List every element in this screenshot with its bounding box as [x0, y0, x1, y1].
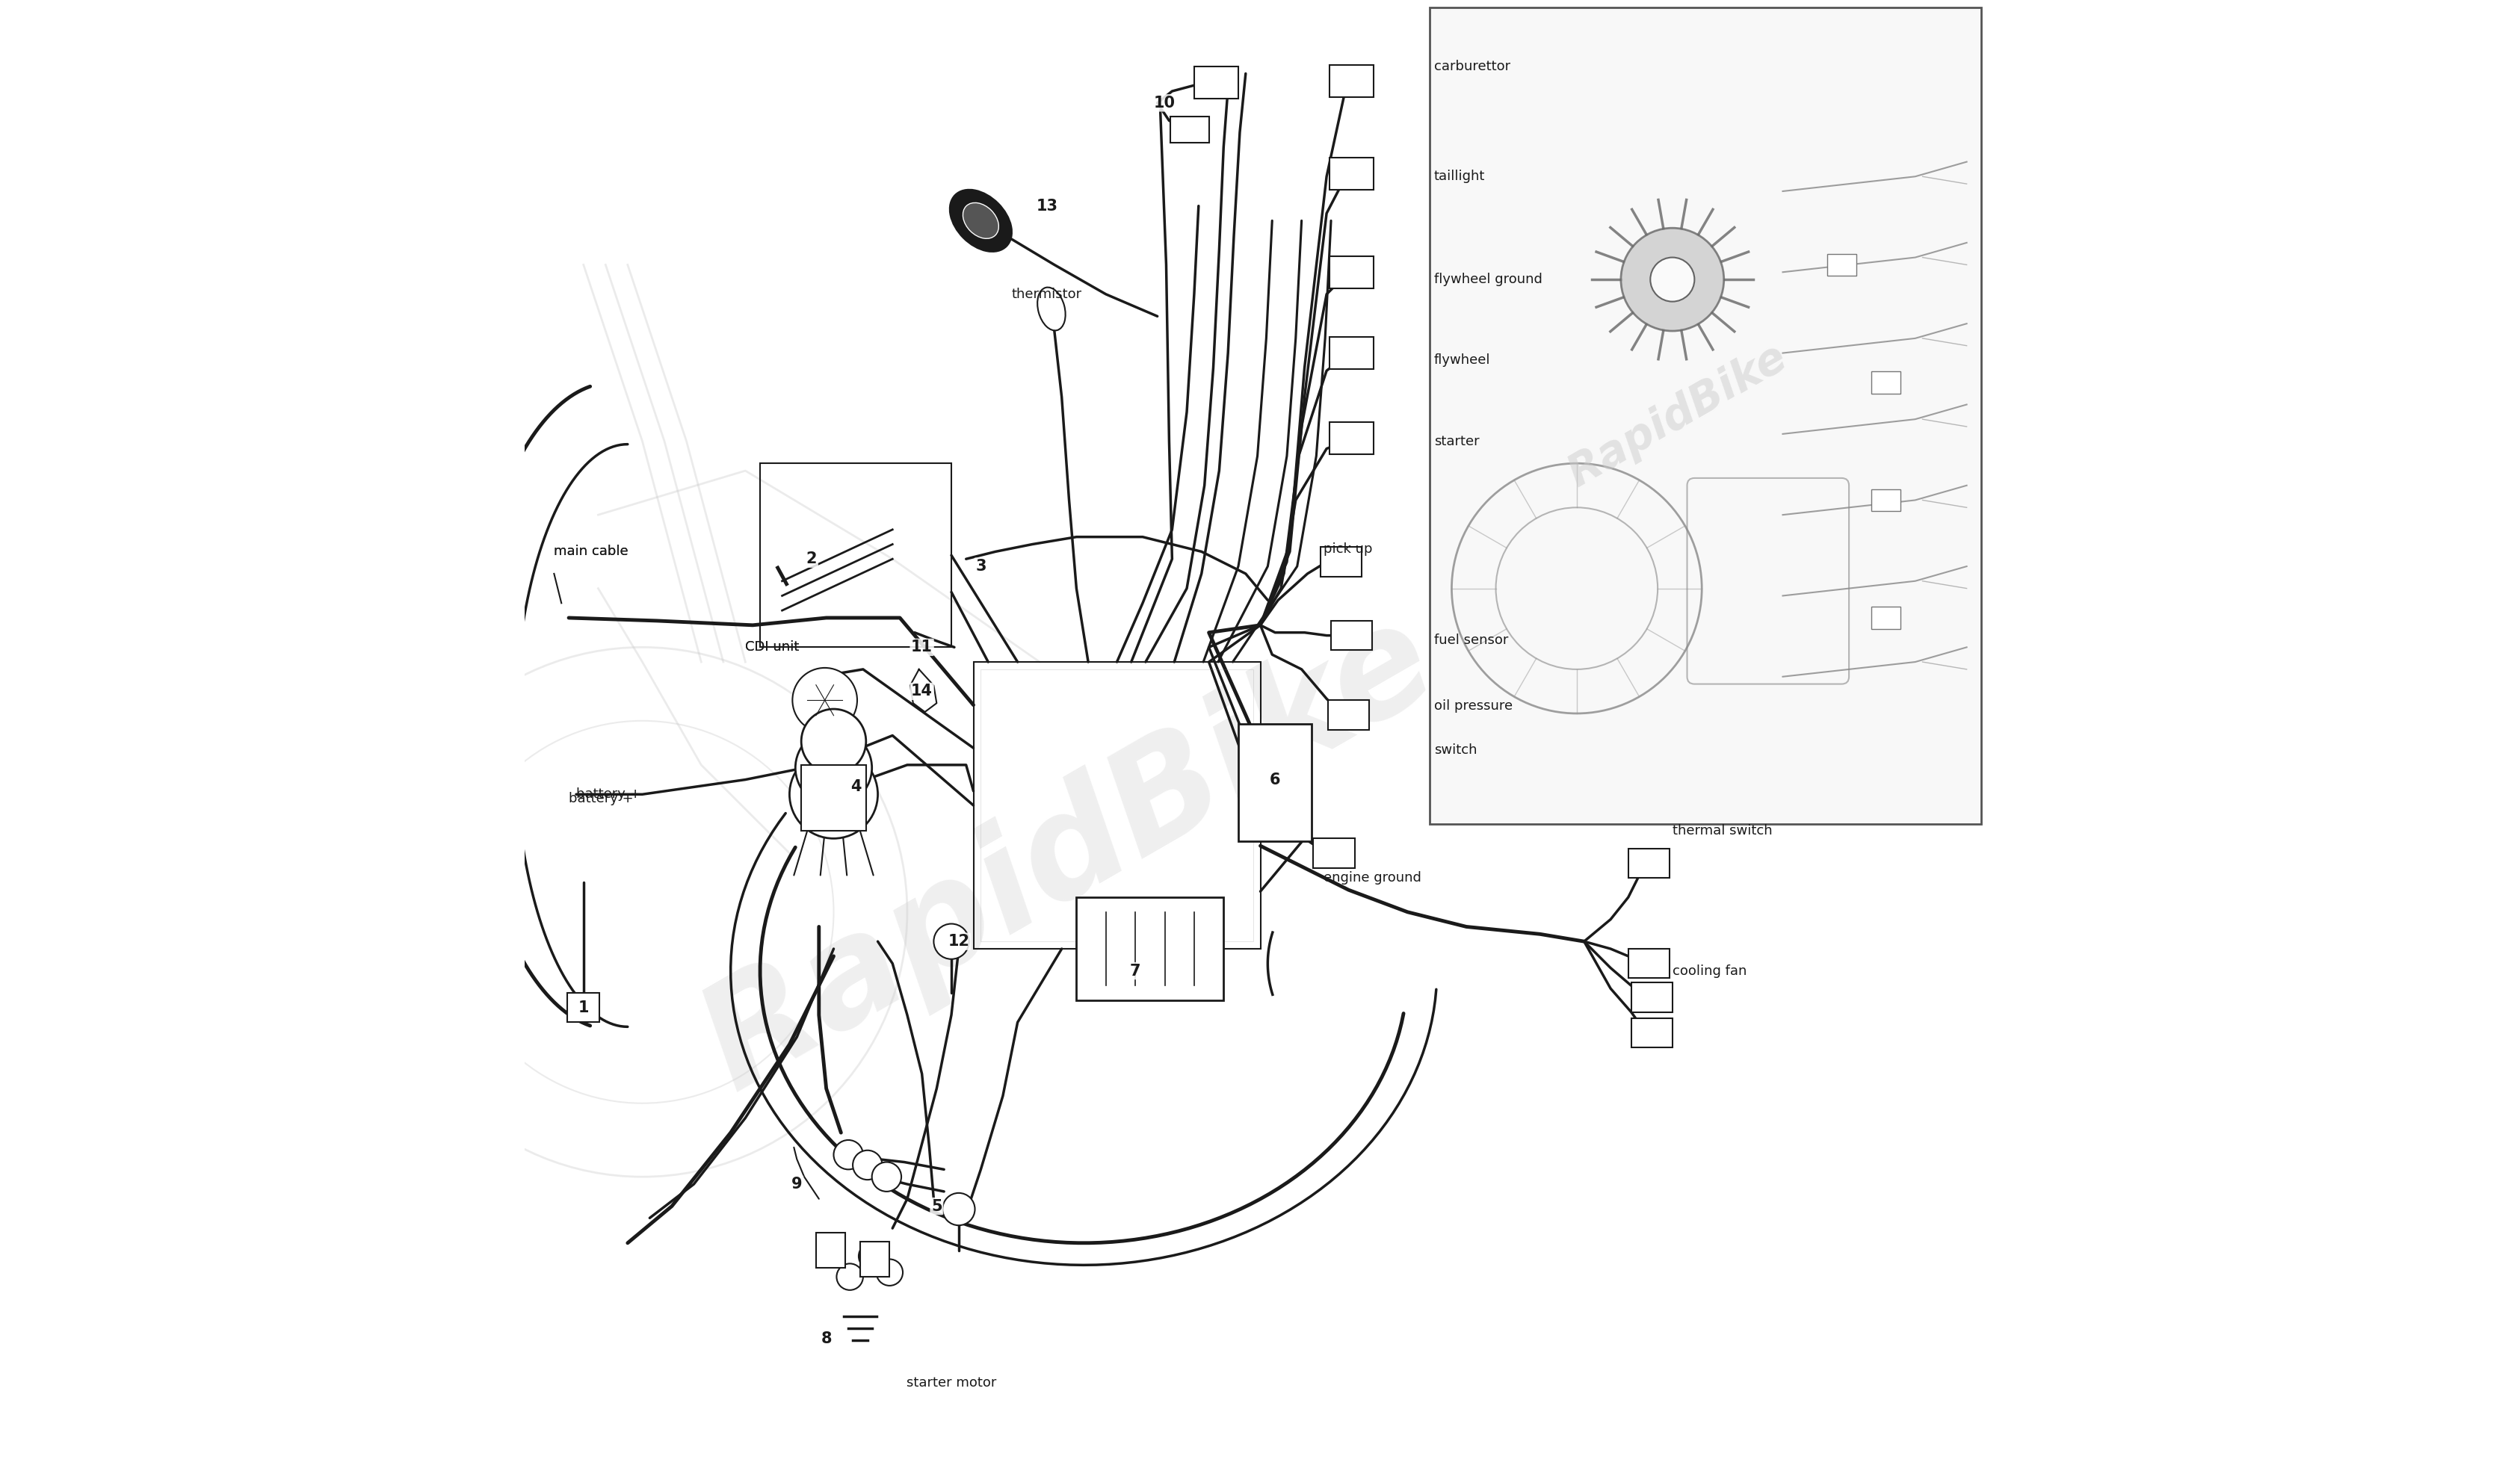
Circle shape [834, 1140, 862, 1169]
Text: 7: 7 [1129, 964, 1142, 978]
Circle shape [852, 1150, 882, 1180]
Text: fuel sensor: fuel sensor [1434, 633, 1507, 647]
Circle shape [1651, 257, 1693, 302]
Text: engine ground: engine ground [1323, 871, 1421, 884]
Bar [1630, 983, 1671, 1012]
Bar [1827, 253, 1855, 275]
Text: main cable: main cable [554, 544, 627, 559]
Text: 2: 2 [806, 552, 816, 566]
Text: 11: 11 [910, 640, 932, 655]
Text: 8: 8 [822, 1331, 832, 1346]
Bar [1076, 897, 1222, 1000]
Bar [1630, 1018, 1671, 1047]
Circle shape [1620, 228, 1724, 331]
Ellipse shape [950, 191, 1011, 250]
Text: thermistor: thermistor [1011, 287, 1081, 302]
Text: main cable: main cable [554, 544, 627, 559]
Text: cooling fan: cooling fan [1671, 964, 1746, 978]
Circle shape [796, 730, 872, 806]
Text: 6: 6 [1270, 772, 1280, 787]
Circle shape [791, 668, 857, 733]
Text: battery +: battery + [570, 791, 633, 806]
Bar [1870, 606, 1900, 628]
Bar [567, 993, 600, 1022]
Circle shape [837, 1264, 862, 1290]
Bar [1328, 157, 1373, 190]
Bar [1628, 949, 1668, 978]
Text: RapidBike: RapidBike [1560, 335, 1794, 496]
Bar [761, 463, 950, 647]
Text: carburettor: carburettor [1434, 59, 1509, 74]
Bar [1328, 256, 1373, 288]
Text: 3: 3 [975, 559, 985, 574]
Bar [1328, 700, 1368, 730]
Circle shape [859, 1243, 885, 1269]
Circle shape [801, 709, 867, 774]
Bar [1429, 7, 1981, 824]
Text: 12: 12 [948, 934, 970, 949]
Text: 9: 9 [791, 1177, 801, 1192]
Ellipse shape [963, 203, 998, 238]
Bar [1328, 422, 1373, 455]
Text: 13: 13 [1036, 199, 1058, 213]
Text: thermal switch: thermal switch [1671, 824, 1772, 838]
Bar [973, 662, 1260, 949]
Text: 1: 1 [577, 1000, 590, 1015]
Text: RapidBike: RapidBike [680, 588, 1459, 1118]
Text: pick up: pick up [1323, 543, 1373, 556]
Bar [1328, 65, 1373, 97]
Bar [1237, 724, 1310, 841]
Circle shape [932, 924, 968, 959]
Text: taillight: taillight [1434, 169, 1484, 184]
Bar [801, 765, 867, 831]
Text: CDI unit: CDI unit [746, 640, 799, 655]
Bar [1870, 488, 1900, 510]
Ellipse shape [1038, 287, 1066, 331]
Bar [1194, 66, 1237, 99]
Text: CDI unit: CDI unit [746, 640, 799, 655]
Bar [1628, 849, 1668, 878]
Bar [980, 669, 1252, 941]
Bar [859, 1242, 890, 1277]
Bar [1320, 547, 1361, 577]
Text: oil pressure: oil pressure [1434, 699, 1512, 713]
Text: 4: 4 [849, 780, 862, 794]
Text: starter: starter [1434, 434, 1479, 449]
Bar [816, 1233, 844, 1268]
Circle shape [872, 1162, 902, 1192]
Text: 14: 14 [910, 684, 932, 699]
Text: 5: 5 [930, 1199, 942, 1214]
Text: starter motor: starter motor [907, 1375, 995, 1390]
Text: 10: 10 [1154, 96, 1174, 110]
Circle shape [816, 1237, 844, 1264]
Text: flywheel: flywheel [1434, 353, 1489, 368]
Bar [1870, 371, 1900, 393]
Circle shape [877, 1259, 902, 1286]
Text: battery +: battery + [577, 787, 640, 802]
Circle shape [789, 750, 877, 838]
Bar [1313, 838, 1353, 868]
Text: switch: switch [1434, 743, 1477, 758]
Bar [1331, 621, 1371, 650]
Bar [1328, 337, 1373, 369]
Circle shape [942, 1193, 975, 1225]
Bar [1169, 116, 1210, 143]
Text: flywheel ground: flywheel ground [1434, 272, 1542, 287]
